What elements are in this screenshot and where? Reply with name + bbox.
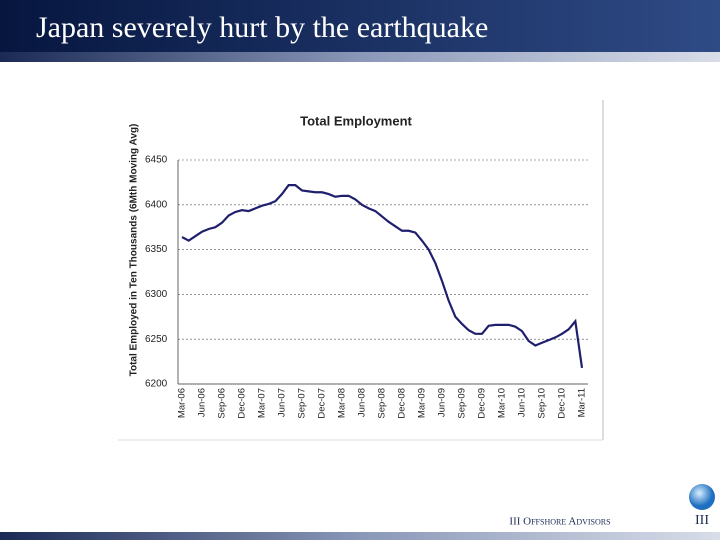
x-tick-label: Mar-06 <box>177 388 188 418</box>
x-tick-label: Sep-06 <box>217 388 228 419</box>
header-strip <box>0 52 720 62</box>
header-band <box>0 0 720 52</box>
logo-text: III <box>695 513 709 528</box>
x-tick-label: Mar-09 <box>417 388 428 418</box>
y-tick-label: 6400 <box>145 199 168 210</box>
footer-strip <box>0 532 720 540</box>
y-axis-label: Total Employed in Ten Thousands (6Mth Mo… <box>129 124 140 377</box>
x-tick-label: Sep-07 <box>297 388 308 419</box>
x-tick-label: Jun-09 <box>437 388 448 417</box>
x-tick-label: Jun-08 <box>357 388 368 417</box>
x-tick-label: Jun-07 <box>277 388 288 417</box>
x-tick-label: Jun-06 <box>197 388 208 417</box>
y-tick-label: 6200 <box>145 379 168 390</box>
y-tick-label: 6300 <box>145 289 168 300</box>
x-tick-label: Sep-09 <box>457 388 468 419</box>
logo-globe <box>689 484 715 510</box>
slide-title: Japan severely hurt by the earthquake <box>36 11 488 44</box>
x-tick-label: Mar-11 <box>577 388 588 417</box>
x-tick-label: Jun-10 <box>517 388 528 417</box>
data-line <box>181 183 584 369</box>
x-tick-label: Mar-10 <box>497 388 508 418</box>
chart-title: Total Employment <box>300 113 412 128</box>
x-tick-label: Mar-08 <box>337 388 348 418</box>
y-tick-label: 6250 <box>145 334 168 345</box>
company-name: III Offshore Advisors <box>509 516 610 528</box>
y-tick-label: 6350 <box>145 244 168 255</box>
x-tick-label: Dec-07 <box>317 388 328 419</box>
y-tick-label: 6450 <box>145 155 168 166</box>
x-tick-label: Sep-10 <box>537 388 548 419</box>
x-tick-label: Dec-10 <box>557 388 568 419</box>
x-tick-label: Mar-07 <box>257 388 268 418</box>
x-tick-label: Sep-08 <box>377 388 388 419</box>
x-tick-label: Dec-08 <box>397 388 408 419</box>
x-tick-label: Dec-06 <box>237 388 248 419</box>
x-tick-label: Dec-09 <box>477 388 488 419</box>
